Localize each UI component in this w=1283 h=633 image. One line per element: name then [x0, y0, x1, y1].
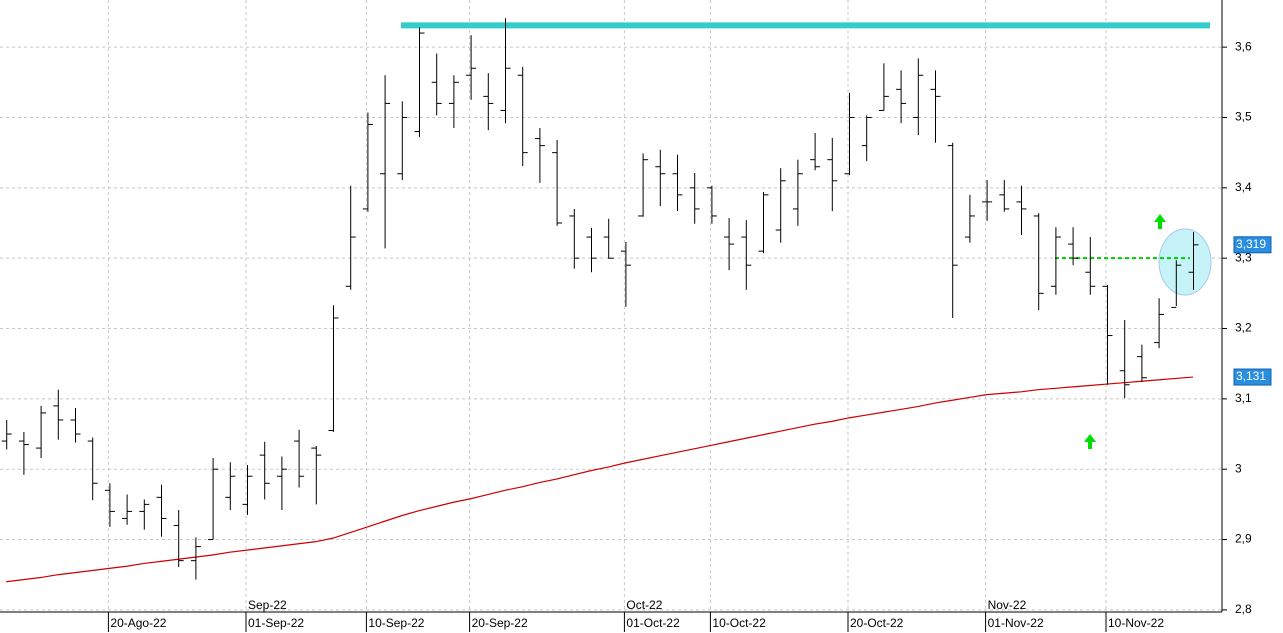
y-tick-label: 3,2	[1235, 321, 1252, 335]
plot-area	[1, 18, 1210, 583]
y-tick-label: 3	[1235, 461, 1242, 475]
month-label: Oct-22	[626, 598, 662, 612]
axes: 2,8 2,9 3 3,1 3,2 3,3 3,4 3,5 3,6 20-Ago-22 01-Sep…	[107, 39, 1272, 632]
x-tick-label: 01-Oct-22	[626, 616, 680, 630]
moving-average	[6, 376, 1194, 583]
y-tick-label: 3,5	[1235, 110, 1252, 124]
x-tick-label: 20-Oct-22	[850, 616, 904, 630]
month-label: Sep-22	[248, 598, 287, 612]
x-tick-label: 20-Ago-22	[110, 616, 166, 630]
price-tag-label: 3,131	[1236, 369, 1266, 383]
x-tick-label: 01-Nov-22	[988, 616, 1044, 630]
price-tag	[1233, 236, 1272, 254]
month-label: Nov-22	[988, 598, 1027, 612]
x-tick-label: 20-Sep-22	[472, 616, 528, 630]
up-arrow	[1084, 434, 1096, 449]
highlight-ellipse	[1158, 228, 1212, 296]
price-tag	[1233, 368, 1272, 386]
y-tick-label: 3,3	[1235, 250, 1252, 264]
y-tick-label: 3,6	[1235, 39, 1252, 53]
y-tick-label: 3,1	[1235, 391, 1252, 405]
grid	[0, 0, 1222, 612]
x-tick-label: 10-Oct-22	[712, 616, 766, 630]
up-arrow	[1154, 214, 1166, 229]
x-tick-label: 10-Nov-22	[1108, 616, 1164, 630]
price-tag-label: 3,319	[1236, 237, 1266, 251]
y-tick-label: 3,4	[1235, 180, 1252, 194]
y-tick-label: 2,9	[1235, 532, 1252, 546]
x-tick-label: 01-Sep-22	[248, 616, 304, 630]
y-tick-label: 2,8	[1235, 602, 1252, 616]
x-tick-label: 10-Sep-22	[368, 616, 424, 630]
